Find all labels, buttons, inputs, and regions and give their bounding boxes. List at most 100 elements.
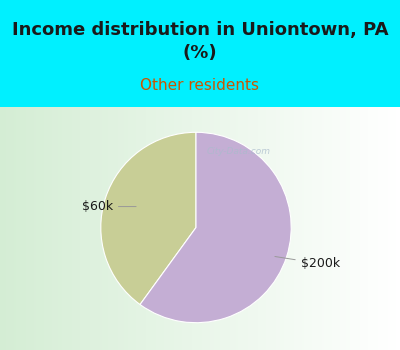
Bar — [64, 107, 66, 350]
Bar — [322, 107, 324, 350]
Bar — [44, 107, 46, 350]
Bar — [8, 107, 10, 350]
Bar — [16, 107, 18, 350]
Bar — [324, 107, 326, 350]
Bar — [264, 107, 266, 350]
Bar — [46, 107, 48, 350]
Bar — [208, 107, 210, 350]
Bar — [192, 107, 194, 350]
Bar — [194, 107, 196, 350]
Bar — [26, 107, 28, 350]
Bar — [176, 107, 178, 350]
Bar — [118, 107, 120, 350]
Bar — [128, 107, 130, 350]
Bar — [168, 107, 170, 350]
Text: Income distribution in Uniontown, PA
(%): Income distribution in Uniontown, PA (%) — [12, 21, 388, 62]
Bar — [22, 107, 24, 350]
Bar — [326, 107, 328, 350]
Bar — [74, 107, 76, 350]
Bar — [268, 107, 270, 350]
Bar — [204, 107, 206, 350]
Bar — [340, 107, 342, 350]
Bar — [346, 107, 348, 350]
Bar — [88, 107, 90, 350]
Bar — [230, 107, 232, 350]
Bar — [390, 107, 392, 350]
Bar — [276, 107, 278, 350]
Bar — [114, 107, 116, 350]
Bar — [140, 107, 142, 350]
Bar — [212, 107, 214, 350]
Bar — [342, 107, 344, 350]
Bar — [180, 107, 182, 350]
Bar — [360, 107, 362, 350]
Bar — [380, 107, 382, 350]
Bar — [332, 107, 334, 350]
Bar — [378, 107, 380, 350]
Bar — [80, 107, 82, 350]
Bar — [312, 107, 314, 350]
Bar — [58, 107, 60, 350]
Bar — [34, 107, 36, 350]
Bar — [292, 107, 294, 350]
Bar — [258, 107, 260, 350]
Bar — [72, 107, 74, 350]
Bar — [334, 107, 336, 350]
Bar — [222, 107, 224, 350]
Bar — [164, 107, 166, 350]
Bar — [354, 107, 356, 350]
Bar — [306, 107, 308, 350]
Bar — [314, 107, 316, 350]
Bar — [242, 107, 244, 350]
Bar — [282, 107, 284, 350]
Bar — [336, 107, 338, 350]
Bar — [376, 107, 378, 350]
Bar — [150, 107, 152, 350]
Bar — [254, 107, 256, 350]
Bar — [162, 107, 164, 350]
Bar — [96, 107, 98, 350]
Bar — [348, 107, 350, 350]
Bar — [272, 107, 274, 350]
Bar — [156, 107, 158, 350]
Bar — [70, 107, 72, 350]
Bar — [206, 107, 208, 350]
Bar — [56, 107, 58, 350]
Bar — [368, 107, 370, 350]
Bar — [6, 107, 8, 350]
Text: $60k: $60k — [82, 200, 136, 213]
Bar — [174, 107, 176, 350]
Bar — [86, 107, 88, 350]
Bar — [18, 107, 20, 350]
Bar — [68, 107, 70, 350]
Bar — [200, 107, 202, 350]
Bar — [76, 107, 78, 350]
Bar — [216, 107, 218, 350]
Bar — [154, 107, 156, 350]
Bar — [130, 107, 132, 350]
Bar — [2, 107, 4, 350]
Bar — [102, 107, 104, 350]
Bar — [374, 107, 376, 350]
Bar — [178, 107, 180, 350]
Bar — [364, 107, 366, 350]
Bar — [394, 107, 396, 350]
Bar — [166, 107, 168, 350]
Bar — [232, 107, 234, 350]
Bar — [252, 107, 254, 350]
Bar — [388, 107, 390, 350]
Bar — [226, 107, 228, 350]
Bar — [284, 107, 286, 350]
Bar — [392, 107, 394, 350]
Bar — [290, 107, 292, 350]
Bar — [124, 107, 126, 350]
Bar — [372, 107, 374, 350]
Bar — [250, 107, 252, 350]
Bar — [202, 107, 204, 350]
Bar — [382, 107, 384, 350]
Bar — [248, 107, 250, 350]
Bar — [62, 107, 64, 350]
Bar — [98, 107, 100, 350]
Bar — [10, 107, 12, 350]
Bar — [350, 107, 352, 350]
